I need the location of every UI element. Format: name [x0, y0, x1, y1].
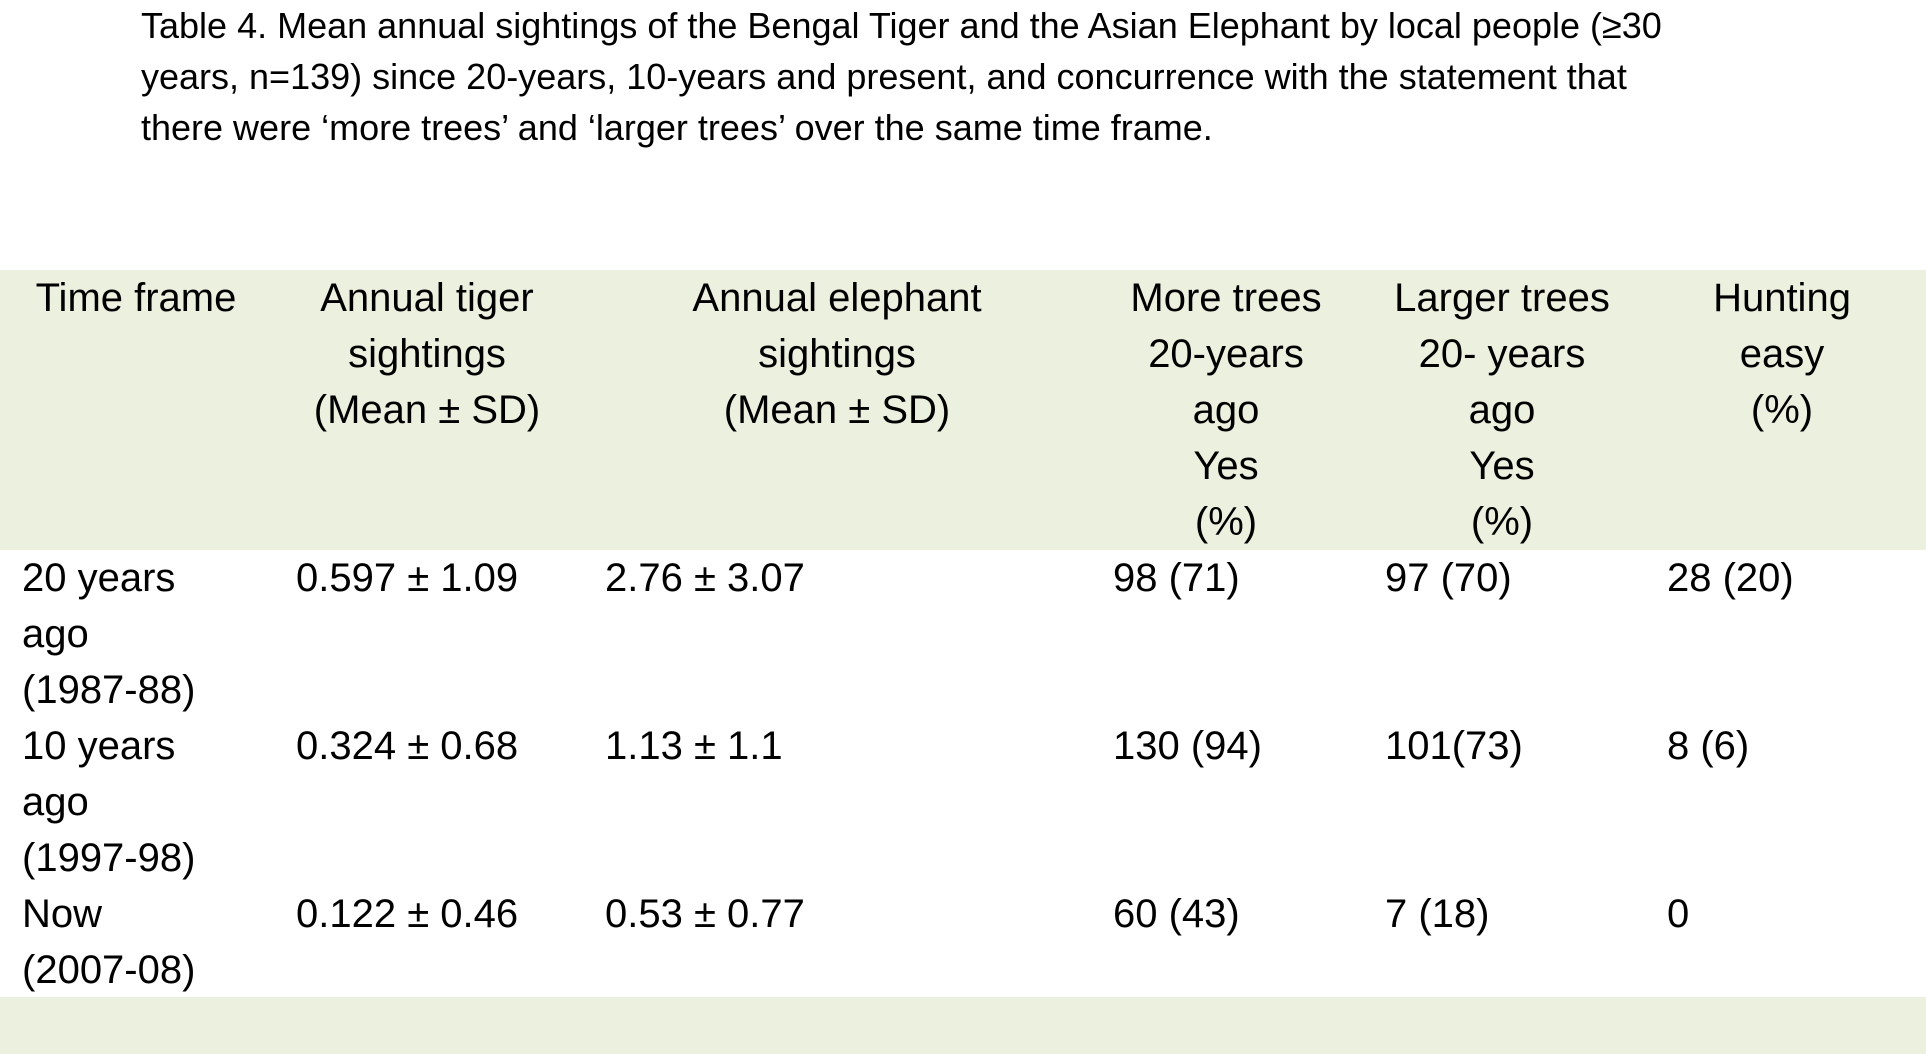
- header-tiger-sightings: Annual tiger sightings (Mean ± SD): [272, 270, 582, 438]
- header-line: Annual elephant: [692, 276, 982, 320]
- header-line: Time frame: [35, 276, 237, 320]
- cell-elephant-sightings: 2.76 ± 3.07: [605, 556, 805, 600]
- header-line: (%): [1194, 500, 1258, 544]
- header-line: 20-years: [1148, 332, 1304, 376]
- cell-more-trees: 130 (94): [1113, 724, 1262, 768]
- caption-line-2: years, n=139) since 20-years, 10-years a…: [141, 56, 1627, 97]
- cell-larger-trees: 7 (18): [1385, 892, 1490, 936]
- caption-line-1: Table 4. Mean annual sightings of the Be…: [141, 5, 1662, 46]
- cell-line: (1987-88): [22, 668, 196, 712]
- cell-tiger-sightings: 0.324 ± 0.68: [296, 724, 519, 768]
- cell-line: 20 years: [22, 556, 176, 600]
- cell-elephant-sightings: 1.13 ± 1.1: [605, 724, 783, 768]
- cell-line: ago: [22, 612, 89, 656]
- cell-line: (2007-08): [22, 948, 196, 992]
- cell-tiger-sightings: 0.122 ± 0.46: [296, 892, 519, 936]
- header-line: Yes: [1469, 444, 1535, 488]
- header-line: Larger trees: [1394, 276, 1610, 320]
- header-line: sightings: [348, 332, 506, 376]
- header-time-frame: Time frame: [0, 270, 272, 326]
- header-line: ago: [1192, 388, 1260, 432]
- cell-larger-trees: 101(73): [1385, 724, 1523, 768]
- header-line: (%): [1750, 388, 1814, 432]
- header-line: Hunting: [1713, 276, 1851, 320]
- header-line: (%): [1470, 500, 1534, 544]
- cell-line: ago: [22, 780, 89, 824]
- header-elephant-sightings: Annual elephant sightings (Mean ± SD): [582, 270, 1092, 438]
- cell-elephant-sightings: 0.53 ± 0.77: [605, 892, 805, 936]
- cell-line: 10 years: [22, 724, 176, 768]
- cell-more-trees: 98 (71): [1113, 556, 1240, 600]
- header-hunting-easy: Hunting easy (%): [1662, 270, 1902, 438]
- header-line: easy: [1739, 332, 1825, 376]
- cell-line: Now: [22, 892, 103, 936]
- header-line: More trees: [1130, 276, 1322, 320]
- cell-hunting-easy: 0: [1667, 892, 1690, 936]
- table-caption: Table 4. Mean annual sightings of the Be…: [141, 0, 1781, 153]
- header-more-trees: More trees 20-years ago Yes (%): [1096, 270, 1356, 550]
- cell-time-frame: 20 years ago (1987-88): [22, 550, 195, 718]
- header-line: 20- years: [1418, 332, 1586, 376]
- cell-time-frame: Now (2007-08): [22, 886, 195, 998]
- header-line: Yes: [1193, 444, 1259, 488]
- cell-more-trees: 60 (43): [1113, 892, 1240, 936]
- cell-hunting-easy: 8 (6): [1667, 724, 1750, 768]
- cell-time-frame: 10 years ago (1997-98): [22, 718, 195, 886]
- caption-line-3: there were ‘more trees’ and ‘larger tree…: [141, 107, 1213, 148]
- header-line: Annual tiger: [320, 276, 534, 320]
- header-line: sightings: [758, 332, 916, 376]
- cell-larger-trees: 97 (70): [1385, 556, 1512, 600]
- header-larger-trees: Larger trees 20- years ago Yes (%): [1372, 270, 1632, 550]
- header-line: (Mean ± SD): [723, 388, 951, 432]
- cell-hunting-easy: 28 (20): [1667, 556, 1794, 600]
- cell-tiger-sightings: 0.597 ± 1.09: [296, 556, 519, 600]
- table-header-band: [0, 270, 1926, 550]
- header-line: (Mean ± SD): [313, 388, 541, 432]
- cell-line: (1997-98): [22, 836, 196, 880]
- table-footer-band: [0, 997, 1926, 1054]
- header-line: ago: [1468, 388, 1536, 432]
